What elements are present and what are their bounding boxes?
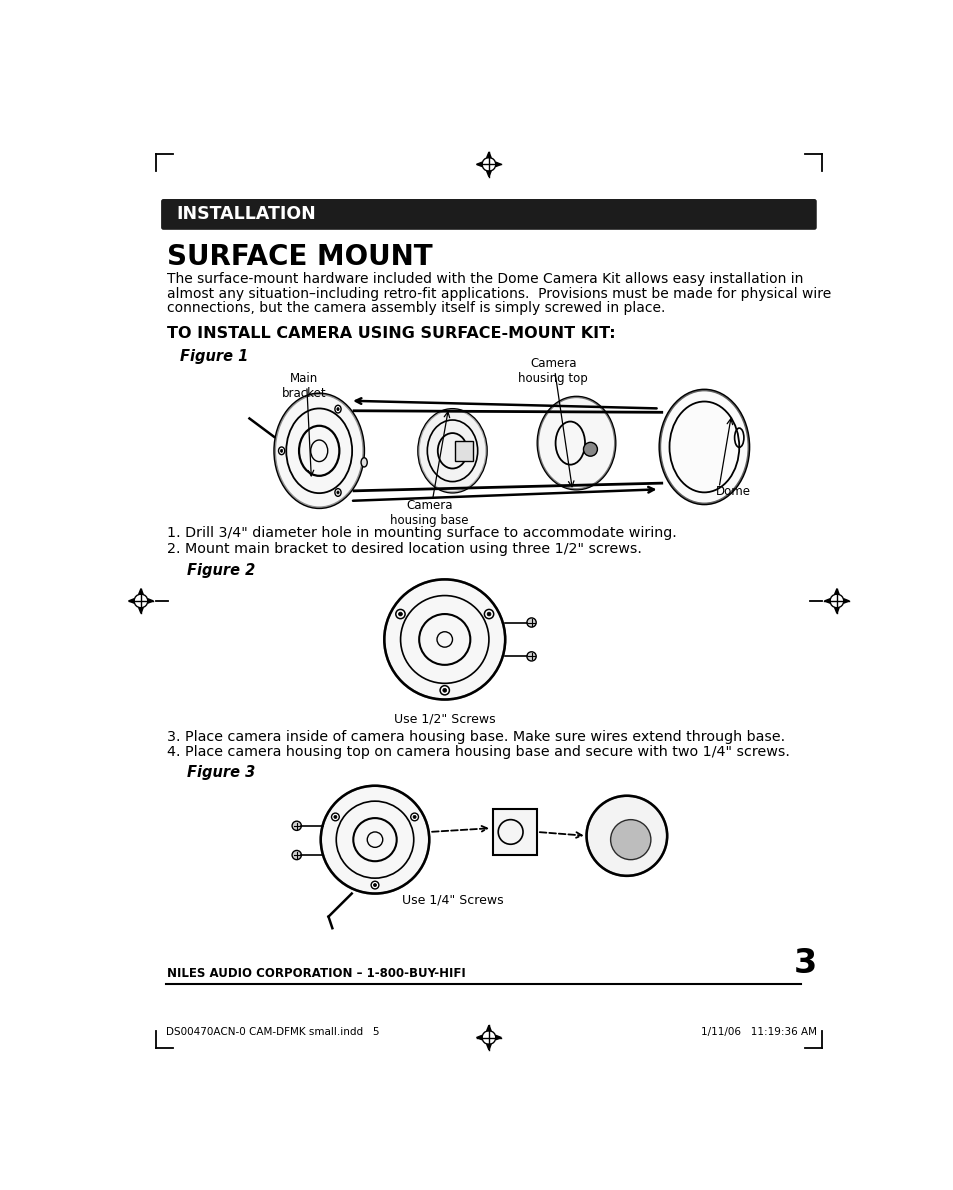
Ellipse shape (336, 491, 339, 494)
Polygon shape (834, 608, 839, 613)
Circle shape (442, 688, 446, 693)
Text: 3. Place camera inside of camera housing base. Make sure wires extend through ba: 3. Place camera inside of camera housing… (167, 729, 784, 744)
Text: DS00470ACN-0 CAM-DFMK small.indd   5: DS00470ACN-0 CAM-DFMK small.indd 5 (166, 1027, 379, 1036)
Text: SURFACE MOUNT: SURFACE MOUNT (167, 243, 433, 271)
Polygon shape (486, 1045, 491, 1050)
Text: Figure 1: Figure 1 (179, 349, 248, 364)
Text: 4. Place camera housing top on camera housing base and secure with two 1/4" scre: 4. Place camera housing top on camera ho… (167, 745, 789, 759)
Circle shape (526, 652, 536, 660)
Text: Figure 3: Figure 3 (187, 765, 255, 779)
Polygon shape (148, 599, 153, 603)
Text: Main
bracket: Main bracket (281, 372, 326, 400)
Text: Use 1/2" Screws: Use 1/2" Screws (394, 713, 495, 726)
Polygon shape (486, 171, 491, 176)
Ellipse shape (360, 458, 367, 466)
Ellipse shape (336, 408, 339, 411)
Text: NILES AUDIO CORPORATION – 1-800-BUY-HIFI: NILES AUDIO CORPORATION – 1-800-BUY-HIFI (167, 966, 466, 979)
Circle shape (413, 815, 416, 819)
Text: Dome: Dome (716, 486, 750, 499)
Text: almost any situation–including retro-fit applications.  Provisions must be made : almost any situation–including retro-fit… (167, 287, 831, 301)
Circle shape (411, 813, 418, 821)
Ellipse shape (335, 406, 341, 413)
Polygon shape (496, 162, 500, 167)
Polygon shape (842, 599, 848, 603)
Text: 1. Drill 3/4" diameter hole in mounting surface to accommodate wiring.: 1. Drill 3/4" diameter hole in mounting … (167, 526, 677, 540)
Circle shape (487, 612, 491, 616)
Circle shape (373, 883, 376, 887)
Polygon shape (496, 1035, 500, 1040)
Circle shape (384, 580, 505, 700)
Polygon shape (476, 1035, 481, 1040)
Circle shape (371, 882, 378, 889)
Circle shape (586, 796, 666, 876)
Circle shape (484, 609, 494, 619)
Circle shape (292, 821, 301, 831)
Ellipse shape (418, 409, 486, 493)
Circle shape (439, 685, 449, 695)
Circle shape (398, 612, 402, 616)
Polygon shape (138, 589, 143, 594)
FancyBboxPatch shape (493, 809, 537, 856)
FancyBboxPatch shape (161, 199, 816, 230)
Polygon shape (823, 599, 829, 603)
Ellipse shape (280, 450, 282, 452)
FancyBboxPatch shape (455, 440, 473, 461)
Ellipse shape (335, 489, 341, 496)
Polygon shape (834, 589, 839, 594)
Ellipse shape (659, 390, 748, 503)
Polygon shape (476, 162, 481, 167)
Circle shape (610, 820, 650, 859)
Text: The surface-mount hardware included with the Dome Camera Kit allows easy install: The surface-mount hardware included with… (167, 273, 802, 286)
Text: 1/11/06   11:19:36 AM: 1/11/06 11:19:36 AM (700, 1027, 816, 1036)
Circle shape (334, 815, 336, 819)
Ellipse shape (278, 447, 284, 455)
Text: 2. Mount main bracket to desired location using three 1/2" screws.: 2. Mount main bracket to desired locatio… (167, 541, 641, 556)
Text: connections, but the camera assembly itself is simply screwed in place.: connections, but the camera assembly its… (167, 301, 665, 315)
Polygon shape (138, 608, 143, 613)
Text: Camera
housing top: Camera housing top (517, 357, 587, 384)
Circle shape (395, 609, 405, 619)
Text: 3: 3 (793, 947, 816, 979)
Ellipse shape (537, 397, 615, 489)
Circle shape (292, 851, 301, 859)
Polygon shape (129, 599, 134, 603)
Text: INSTALLATION: INSTALLATION (176, 206, 316, 224)
Text: TO INSTALL CAMERA USING SURFACE-MOUNT KIT:: TO INSTALL CAMERA USING SURFACE-MOUNT KI… (167, 326, 616, 342)
Text: Use 1/4" Screws: Use 1/4" Screws (401, 894, 503, 907)
Polygon shape (486, 152, 491, 157)
Ellipse shape (274, 394, 363, 508)
Circle shape (332, 813, 339, 821)
Text: Camera
housing base: Camera housing base (390, 500, 468, 527)
Ellipse shape (583, 443, 597, 456)
Circle shape (320, 785, 429, 894)
Text: Figure 2: Figure 2 (187, 563, 255, 578)
Circle shape (526, 618, 536, 627)
Polygon shape (486, 1026, 491, 1031)
